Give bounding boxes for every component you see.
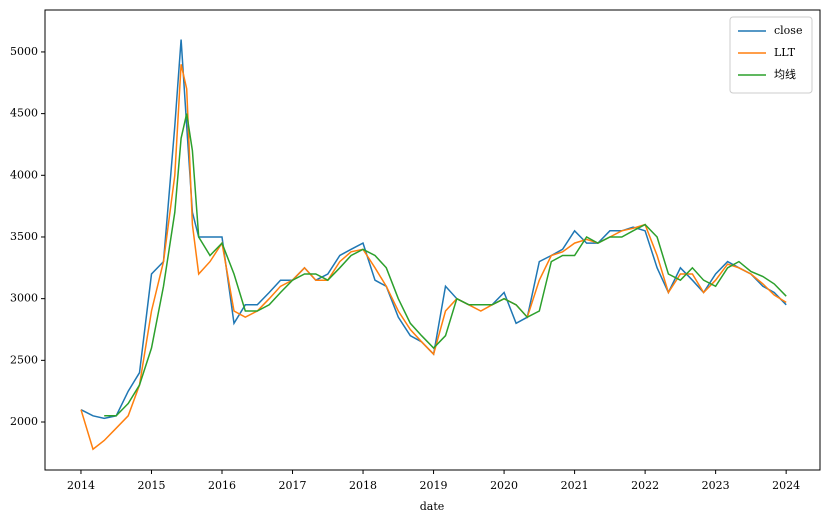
y-tick-label: 4500 (10, 107, 38, 120)
x-tick-label: 2014 (67, 479, 95, 492)
y-tick-label: 3000 (10, 292, 38, 305)
series-line (80, 64, 787, 451)
y-tick-label: 5000 (10, 45, 38, 58)
legend-label: LLT (774, 46, 796, 59)
x-tick-label: 2017 (279, 479, 307, 492)
x-tick-label: 2021 (561, 479, 589, 492)
x-tick-label: 2019 (420, 479, 448, 492)
x-tick-label: 2016 (208, 479, 236, 492)
legend-box (729, 16, 813, 94)
x-tick-label: 2023 (702, 479, 730, 492)
y-tick-label: 3500 (10, 230, 38, 243)
series-line (104, 113, 787, 417)
plot-frame (44, 9, 821, 471)
x-tick-label: 2020 (490, 479, 518, 492)
x-tick-label: 2015 (137, 479, 165, 492)
x-tick-label: 2018 (349, 479, 377, 492)
y-tick-label: 2500 (10, 353, 38, 366)
x-axis-label: date (420, 500, 445, 513)
y-tick-label: 4000 (10, 168, 38, 181)
legend-label: 均线 (774, 67, 796, 81)
y-tick-label: 2000 (10, 415, 38, 428)
legend-label: close (774, 24, 802, 37)
x-tick-label: 2024 (772, 479, 800, 492)
x-tick-label: 2022 (631, 479, 659, 492)
